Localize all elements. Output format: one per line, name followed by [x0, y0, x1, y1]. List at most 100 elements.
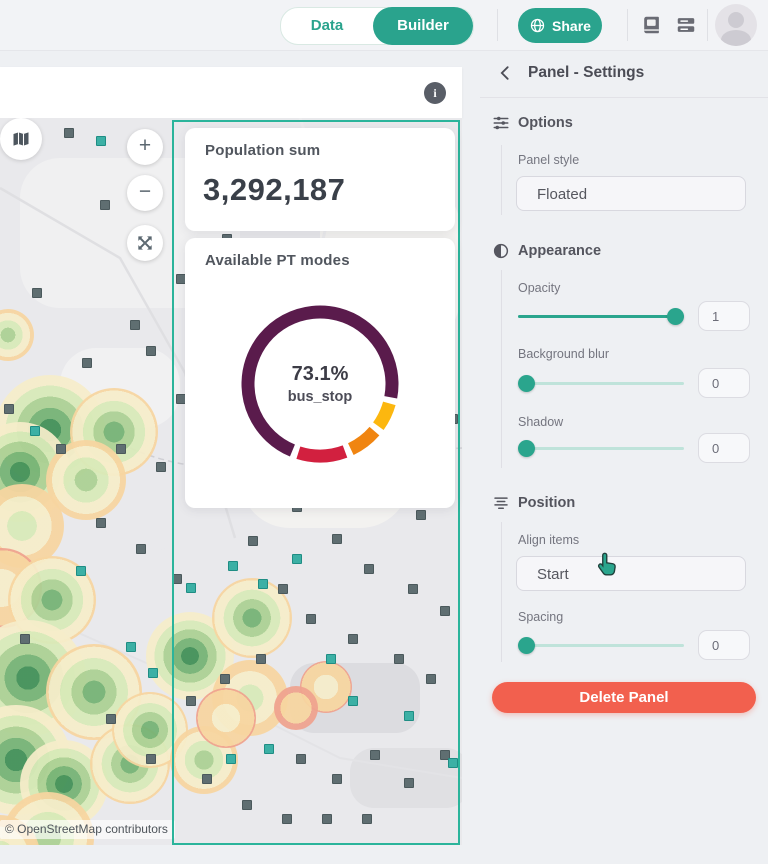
section-rule — [501, 522, 502, 662]
shadow-value-input[interactable]: 0 — [698, 433, 750, 463]
slider-thumb[interactable] — [518, 440, 535, 457]
opacity-slider[interactable] — [518, 308, 684, 325]
background-blur-slider[interactable] — [518, 375, 684, 392]
globe-icon — [530, 18, 545, 33]
map-marker-gray — [362, 814, 372, 824]
settings-sidebar: Panel - Settings Options Panel style Flo… — [480, 50, 768, 864]
map-marker-gray — [32, 288, 42, 298]
user-avatar[interactable] — [715, 4, 757, 46]
map-marker-gray — [20, 634, 30, 644]
field-label-panel-style: Panel style — [518, 153, 580, 167]
field-label-opacity: Opacity — [518, 281, 561, 295]
share-button[interactable]: Share — [518, 8, 602, 43]
map-marker-gray — [404, 778, 414, 788]
map-marker-gray — [440, 606, 450, 616]
field-label-background-blur: Background blur — [518, 347, 610, 361]
map-marker-gray — [256, 654, 266, 664]
map-marker-gray — [130, 320, 140, 330]
section-title-appearance: Appearance — [518, 243, 602, 259]
layouts-button[interactable] — [675, 14, 697, 36]
map-icon — [13, 132, 29, 146]
map-marker-gray — [370, 750, 380, 760]
map-marker-teal — [258, 579, 268, 589]
map-marker-gray — [248, 536, 258, 546]
map-marker-teal — [448, 758, 458, 768]
delete-panel-button[interactable]: Delete Panel — [492, 682, 756, 713]
map-marker-gray — [296, 754, 306, 764]
share-label: Share — [552, 17, 591, 34]
map-marker-gray — [332, 774, 342, 784]
align-icon — [492, 494, 510, 512]
heat-blob — [196, 688, 256, 748]
slider-thumb[interactable] — [667, 308, 684, 325]
topbar-divider — [627, 9, 628, 41]
donut-chart — [241, 305, 399, 463]
map-marker-gray — [146, 754, 156, 764]
zoom-in-button[interactable]: + — [127, 129, 163, 165]
map-marker-gray — [348, 634, 358, 644]
map-marker-teal — [226, 754, 236, 764]
top-navbar: Data Builder Share — [0, 0, 768, 51]
zoom-out-button[interactable]: − — [127, 175, 163, 211]
layers-icon — [677, 18, 695, 32]
info-button[interactable]: i — [424, 82, 446, 104]
selected-panel-outline: Population sum 3,292,187 Available PT mo… — [172, 120, 460, 845]
map-marker-teal — [76, 566, 86, 576]
map-marker-gray — [136, 544, 146, 554]
map-marker-gray — [56, 444, 66, 454]
field-label-spacing: Spacing — [518, 610, 564, 624]
panel-style-select[interactable]: Floated — [516, 176, 746, 211]
widget-pt-modes: Available PT modes 73.1% bus_stop — [185, 238, 455, 508]
section-rule — [501, 145, 502, 215]
map-marker-gray — [100, 200, 110, 210]
docs-button[interactable] — [641, 14, 663, 36]
map-marker-teal — [228, 561, 238, 571]
map-marker-gray — [306, 614, 316, 624]
donut-segment-bus_stop — [241, 305, 399, 457]
tab-builder[interactable]: Builder — [373, 7, 473, 45]
slider-thumb[interactable] — [518, 637, 535, 654]
shadow-slider[interactable] — [518, 440, 684, 457]
map-marker-teal — [348, 696, 358, 706]
mode-toggle: Data Builder — [280, 7, 474, 45]
widget-title: Population sum — [205, 142, 321, 159]
spacing-slider[interactable] — [518, 637, 684, 654]
map-marker-gray — [440, 750, 450, 760]
sliders-icon — [492, 114, 510, 132]
heat-blob — [274, 686, 318, 730]
map-marker-teal — [326, 654, 336, 664]
slider-track — [518, 382, 684, 385]
map-marker-gray — [426, 674, 436, 684]
background-blur-value-input[interactable]: 0 — [698, 368, 750, 398]
tab-data[interactable]: Data — [310, 17, 344, 34]
align-items-select[interactable]: Start — [516, 556, 746, 591]
map-marker-gray — [96, 518, 106, 528]
slider-track — [518, 644, 684, 647]
map-marker-teal — [264, 744, 274, 754]
chevron-left-icon — [500, 66, 509, 80]
section-title-options: Options — [518, 115, 573, 131]
map-marker-teal — [148, 668, 158, 678]
slider-track — [518, 447, 684, 450]
back-button[interactable] — [496, 63, 516, 83]
map-marker-teal — [96, 136, 106, 146]
fullscreen-button[interactable] — [127, 225, 163, 261]
book-icon — [644, 16, 659, 34]
divider — [480, 97, 768, 98]
sidebar-title: Panel - Settings — [528, 64, 645, 81]
slider-thumb[interactable] — [518, 375, 535, 392]
map-toolbar — [0, 67, 462, 118]
slider-fill — [518, 315, 684, 318]
widget-title: Available PT modes — [205, 252, 350, 269]
map-marker-gray — [4, 404, 14, 414]
spacing-value-input[interactable]: 0 — [698, 630, 750, 660]
map-marker-teal — [126, 642, 136, 652]
basemap-button[interactable] — [0, 118, 42, 160]
opacity-value-input[interactable]: 1 — [698, 301, 750, 331]
expand-arrows-icon — [138, 236, 152, 250]
avatar-silhouette — [721, 30, 751, 46]
field-label-shadow: Shadow — [518, 415, 564, 429]
map-marker-gray — [416, 510, 426, 520]
map-marker-teal — [404, 711, 414, 721]
widget-population-sum: Population sum 3,292,187 — [185, 128, 455, 231]
